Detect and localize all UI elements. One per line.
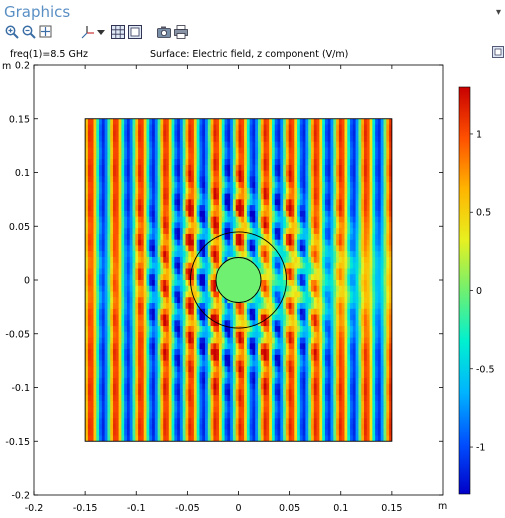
frame-toggle-icon[interactable] [127,24,143,40]
field-surface [85,118,392,442]
x-tick-label: 0.05 [279,503,300,514]
graphics-toolbar [0,22,505,44]
y-tick-label: 0.15 [9,114,30,125]
zoom-out-icon[interactable] [21,24,37,40]
y-tick-label: 0.2 [15,61,30,72]
plot-title: Surface: Electric field, z component (V/… [150,49,349,60]
camera-icon[interactable] [156,24,172,40]
zoom-extents-icon[interactable] [38,24,54,40]
x-tick-label: -0.1 [127,503,146,514]
outer-boundary-circle [189,231,288,329]
y-axis-unit: m [2,61,12,72]
view-axis-icon[interactable] [80,24,96,40]
grid-toggle-icon[interactable] [110,24,126,40]
colorbar-tick-label: 1 [476,129,482,140]
window-menu-icon[interactable]: ▾ [495,7,501,18]
y-tick-label: -0.05 [5,329,30,340]
frequency-label: freq(1)=8.5 GHz [10,49,88,60]
y-tick-label: 0.05 [9,222,30,233]
y-tick-label: -0.15 [5,437,30,448]
colorbar [458,86,471,495]
zoom-in-icon[interactable] [4,24,20,40]
colorbar-tick-label: -0.5 [476,364,495,375]
y-tick-label: 0.1 [15,168,30,179]
domain-boundary [84,118,393,442]
y-tick-label: -0.1 [11,383,30,394]
x-tick-label: -0.2 [25,503,44,514]
x-tick-label: -0.15 [73,503,98,514]
window-titlebar: Graphics ▾ [0,0,505,22]
graphics-canvas[interactable]: freq(1)=8.5 GHz Surface: Electric field,… [0,44,505,518]
colorbar-tick-label: -1 [476,443,485,454]
inner-cylinder [215,257,262,303]
x-tick-label: 0.1 [333,503,348,514]
colorbar-tick-label: 0.5 [476,208,491,219]
x-tick-label: 0.15 [381,503,402,514]
window-title: Graphics [4,3,71,21]
x-tick-label: 0 [235,503,241,514]
x-axis-unit: m [438,501,448,512]
x-tick-label: -0.05 [175,503,200,514]
y-tick-label: -0.2 [11,491,30,502]
colorbar-tick-label: 0 [476,286,482,297]
side-panel-icon[interactable] [492,43,504,58]
dropdown-arrow-icon[interactable] [96,24,106,40]
field-plot: -0.2 -0.15 -0.1 -0.05 0 0.05 0.1 0.15 0.2 0.15 0.1… [5,61,495,515]
print-icon[interactable] [173,24,189,40]
y-tick-label: 0 [24,276,30,287]
